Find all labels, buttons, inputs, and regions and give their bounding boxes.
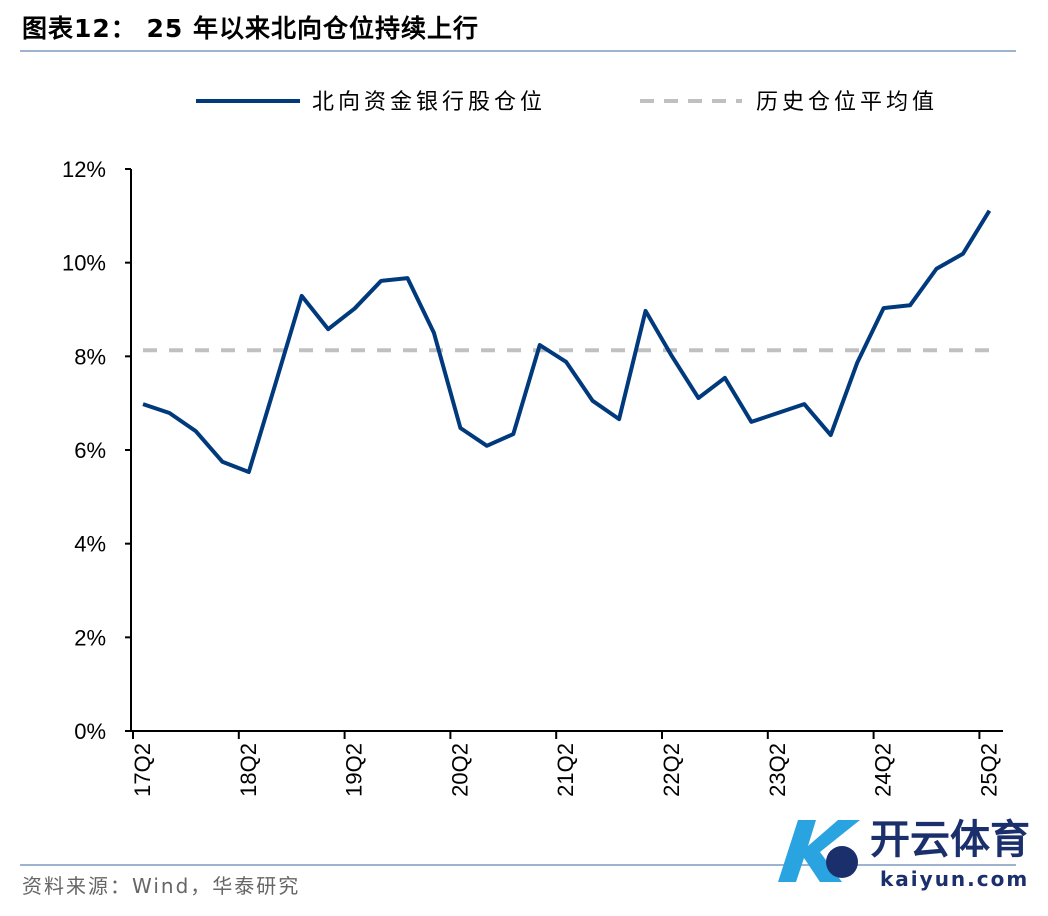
y-tick-label: 12% xyxy=(62,157,106,182)
x-tick-label: 20Q2 xyxy=(447,743,472,797)
x-tick-label: 23Q2 xyxy=(765,743,790,797)
y-tick-label: 10% xyxy=(62,251,106,276)
x-tick-label: 17Q2 xyxy=(130,743,155,797)
watermark-text: 开云体育 xyxy=(870,817,1030,863)
legend-label-main: 北向资金银行股仓位 xyxy=(312,89,546,114)
source-note: 资料来源：Wind，华泰研究 xyxy=(22,874,301,898)
legend-label-average: 历史仓位平均值 xyxy=(756,89,938,114)
footer-divider xyxy=(20,864,1016,866)
y-tick-label: 2% xyxy=(74,625,106,650)
y-tick-label: 0% xyxy=(74,719,106,744)
figure-title: 图表12： 25 年以来北向仓位持续上行 xyxy=(22,14,479,43)
y-tick-label: 4% xyxy=(74,532,106,557)
x-tick-label: 25Q2 xyxy=(976,743,1001,797)
line-chart: 0% 2% 4% 6% 8% 10% 12% 17Q2 18Q2 19Q2 20Q2 21Q2 22Q2… xyxy=(62,89,1003,797)
x-tick-label: 22Q2 xyxy=(659,743,684,797)
x-tick-label: 21Q2 xyxy=(553,743,578,797)
series-line xyxy=(142,209,992,475)
watermark-url: kaiyun.com xyxy=(880,867,1030,891)
y-tick-label: 6% xyxy=(74,438,106,463)
watermark-logo xyxy=(768,812,868,896)
title-divider xyxy=(20,50,1016,52)
x-tick-label: 19Q2 xyxy=(342,743,367,797)
y-tick-label: 8% xyxy=(74,344,106,369)
x-tick-label: 24Q2 xyxy=(871,743,896,797)
x-tick-label: 18Q2 xyxy=(236,743,261,797)
